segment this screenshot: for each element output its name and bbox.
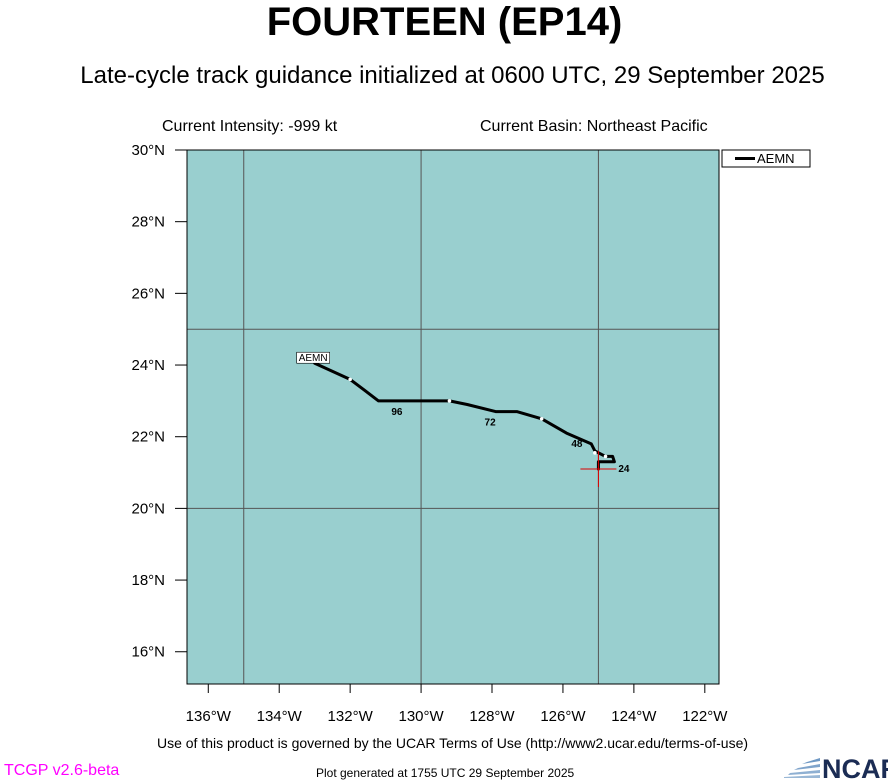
y-tick-label: 30°N bbox=[131, 142, 165, 159]
forecast-hour-label: 24 bbox=[618, 464, 630, 475]
y-tick-label: 18°N bbox=[131, 572, 165, 589]
forecast-hour-label: 72 bbox=[485, 418, 497, 429]
forecast-hour-label: 48 bbox=[571, 439, 583, 450]
track-time-dot bbox=[603, 454, 608, 459]
y-tick-label: 22°N bbox=[131, 429, 165, 446]
track-line-aemn bbox=[313, 361, 616, 471]
track-time-dot bbox=[447, 399, 452, 403]
version-label: TCGP v2.6-beta bbox=[4, 762, 120, 779]
ncar-logo-text: NCAR bbox=[822, 754, 888, 780]
x-tick-label: 134°W bbox=[257, 708, 303, 725]
current-intensity-label: Current Intensity: -999 kt bbox=[162, 118, 338, 135]
track-time-dot bbox=[539, 416, 544, 421]
y-tick-label: 26°N bbox=[131, 285, 165, 302]
forecast-hour-label: 96 bbox=[391, 407, 403, 418]
legend: AEMN bbox=[721, 149, 811, 168]
ncar-logo-rays-icon bbox=[784, 758, 820, 778]
chart-subtitle: Late-cycle track guidance initialized at… bbox=[80, 62, 825, 89]
ocean-background bbox=[187, 150, 719, 684]
track-time-dot bbox=[593, 451, 597, 455]
x-tick-label: 130°W bbox=[398, 708, 444, 725]
track-time-dot bbox=[348, 377, 352, 382]
x-tick-label: 136°W bbox=[186, 708, 232, 725]
y-tick-label: 16°N bbox=[131, 644, 165, 661]
terms-of-use-text: Use of this product is governed by the U… bbox=[156, 735, 749, 751]
y-tick-label: 20°N bbox=[131, 500, 165, 517]
current-basin-label: Current Basin: Northeast Pacific bbox=[480, 118, 708, 135]
x-tick-label: 122°W bbox=[682, 708, 728, 725]
track-end-label: AEMN bbox=[299, 353, 328, 364]
y-tick-label: 28°N bbox=[131, 214, 165, 231]
legend-label-aemn: AEMN bbox=[757, 151, 795, 166]
y-tick-label: 24°N bbox=[131, 357, 165, 374]
track-end-label-box bbox=[296, 351, 330, 364]
legend-box bbox=[721, 149, 811, 168]
x-tick-label: 128°W bbox=[469, 708, 515, 725]
x-tick-label: 132°W bbox=[328, 708, 374, 725]
x-tick-label: 124°W bbox=[611, 708, 657, 725]
ncar-logo: NCAR bbox=[784, 754, 888, 780]
chart-title: FOURTEEN (EP14) bbox=[266, 0, 623, 44]
generated-timestamp: Plot generated at 1755 UTC 29 September … bbox=[316, 766, 575, 780]
plot-frame bbox=[186, 149, 720, 685]
x-tick-label: 126°W bbox=[540, 708, 586, 725]
